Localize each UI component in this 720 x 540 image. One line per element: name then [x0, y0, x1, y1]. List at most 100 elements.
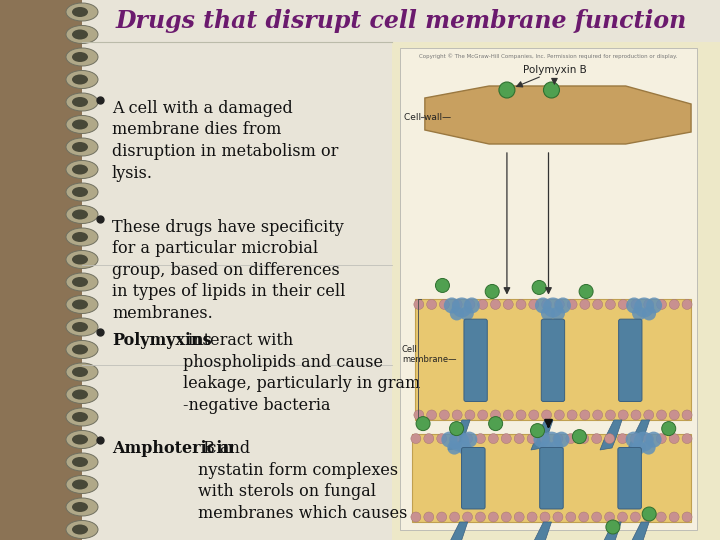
Ellipse shape: [66, 341, 98, 359]
FancyBboxPatch shape: [462, 448, 485, 509]
Circle shape: [592, 512, 602, 522]
Ellipse shape: [72, 524, 88, 535]
Circle shape: [631, 434, 640, 443]
Ellipse shape: [66, 251, 98, 268]
Bar: [392, 0, 705, 540]
Circle shape: [437, 434, 446, 443]
Circle shape: [477, 300, 487, 309]
Text: A cell with a damaged
membrane dies from
disruption in metabolism or
lysis.: A cell with a damaged membrane dies from…: [112, 100, 338, 181]
Bar: [415, 300, 691, 420]
Text: Amphotericin: Amphotericin: [112, 440, 234, 457]
Circle shape: [452, 298, 472, 318]
Circle shape: [462, 512, 472, 522]
Circle shape: [514, 434, 524, 443]
Circle shape: [527, 512, 537, 522]
Text: Cell wall—: Cell wall—: [404, 112, 451, 122]
Circle shape: [618, 300, 629, 309]
Text: Polymyxin B: Polymyxin B: [523, 65, 586, 75]
Ellipse shape: [66, 521, 98, 538]
Ellipse shape: [66, 453, 98, 471]
Circle shape: [572, 430, 586, 443]
Circle shape: [411, 512, 421, 522]
Circle shape: [657, 410, 667, 420]
Ellipse shape: [72, 502, 88, 512]
Circle shape: [644, 300, 654, 309]
Circle shape: [441, 431, 457, 448]
Ellipse shape: [66, 386, 98, 403]
Circle shape: [449, 434, 459, 443]
Circle shape: [646, 431, 662, 448]
Circle shape: [618, 434, 628, 443]
Circle shape: [541, 300, 552, 309]
Polygon shape: [627, 522, 649, 540]
Circle shape: [626, 431, 642, 448]
Circle shape: [618, 512, 628, 522]
FancyBboxPatch shape: [541, 319, 564, 401]
Circle shape: [460, 307, 474, 320]
Circle shape: [631, 441, 646, 455]
Circle shape: [554, 410, 564, 420]
Ellipse shape: [66, 3, 98, 21]
Bar: [400, 48, 697, 530]
Ellipse shape: [66, 363, 98, 381]
Circle shape: [485, 285, 499, 299]
Polygon shape: [531, 420, 553, 450]
Text: Copyright © The McGraw-Hill Companies, Inc. Permission required for reproduction: Copyright © The McGraw-Hill Companies, I…: [419, 53, 678, 59]
Ellipse shape: [66, 116, 98, 133]
Circle shape: [449, 512, 459, 522]
Circle shape: [439, 410, 449, 420]
Ellipse shape: [66, 206, 98, 224]
Circle shape: [452, 300, 462, 309]
Circle shape: [541, 431, 562, 451]
Ellipse shape: [66, 273, 98, 291]
Circle shape: [553, 512, 563, 522]
Ellipse shape: [66, 228, 98, 246]
Ellipse shape: [66, 138, 98, 156]
Circle shape: [549, 441, 564, 455]
Circle shape: [447, 441, 462, 455]
Polygon shape: [628, 420, 649, 450]
FancyBboxPatch shape: [618, 448, 642, 509]
Circle shape: [414, 300, 424, 309]
Circle shape: [488, 434, 498, 443]
Circle shape: [535, 298, 551, 313]
Circle shape: [411, 434, 421, 443]
Circle shape: [644, 410, 654, 420]
Polygon shape: [600, 420, 622, 450]
Bar: [82, 0, 392, 540]
Circle shape: [634, 298, 654, 318]
Ellipse shape: [66, 430, 98, 449]
Ellipse shape: [66, 160, 98, 179]
Circle shape: [450, 307, 464, 320]
Circle shape: [490, 300, 500, 309]
Text: These drugs have specificity
for a particular microbial
group, based on differen: These drugs have specificity for a parti…: [112, 219, 346, 322]
Ellipse shape: [72, 97, 88, 107]
Circle shape: [580, 410, 590, 420]
Circle shape: [534, 431, 549, 448]
Text: Polymyxins: Polymyxins: [112, 332, 212, 349]
Circle shape: [656, 512, 666, 522]
Circle shape: [449, 422, 464, 436]
Circle shape: [414, 410, 424, 420]
Bar: [412, 434, 691, 522]
Ellipse shape: [66, 71, 98, 89]
Circle shape: [644, 434, 653, 443]
Ellipse shape: [72, 119, 88, 130]
Circle shape: [632, 307, 646, 320]
Circle shape: [631, 300, 641, 309]
Circle shape: [499, 82, 515, 98]
Circle shape: [490, 410, 500, 420]
Circle shape: [449, 431, 469, 451]
Ellipse shape: [72, 7, 88, 17]
Circle shape: [540, 434, 550, 443]
Ellipse shape: [72, 254, 88, 265]
Circle shape: [437, 512, 446, 522]
Circle shape: [634, 431, 654, 451]
Polygon shape: [529, 522, 552, 540]
Circle shape: [579, 285, 593, 299]
Circle shape: [531, 423, 544, 437]
Circle shape: [605, 434, 615, 443]
FancyBboxPatch shape: [540, 448, 563, 509]
Ellipse shape: [72, 480, 88, 489]
Circle shape: [605, 512, 615, 522]
